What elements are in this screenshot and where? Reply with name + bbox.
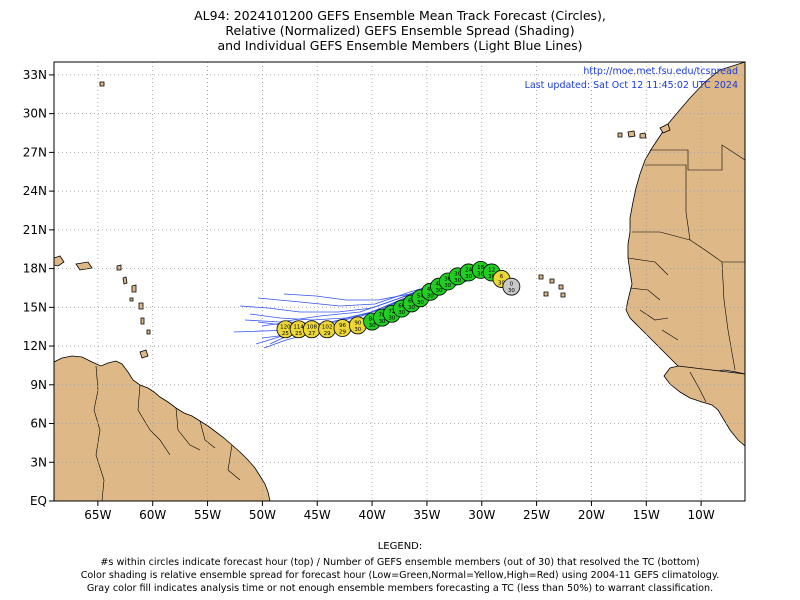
forecast-hour: 120 — [280, 324, 291, 330]
forecast-hour: 18 — [477, 265, 484, 271]
lon-tick-label: 10W — [688, 508, 715, 522]
legend-line-2: Color shading is relative ensemble sprea… — [80, 570, 720, 581]
member-count: 29 — [324, 331, 331, 337]
lat-tick-label: 12N — [23, 339, 47, 353]
member-count: 30 — [369, 323, 376, 329]
legend-line-1: #s within circles indicate forecast hour… — [100, 557, 700, 568]
lesser-antilles — [54, 81, 151, 335]
forecast-hour: 108 — [307, 324, 318, 330]
member-count: 30 — [388, 315, 395, 321]
longitude-axis: 65W 60W 55W 50W 45W 40W 35W 30W 25W 20W 15W 10W — [84, 501, 715, 522]
member-count: 30 — [508, 288, 515, 294]
member-count: 30 — [378, 319, 385, 325]
legend-line-3: Gray color fill indicates analysis time … — [86, 583, 714, 594]
member-count: 30 — [454, 278, 461, 284]
trinidad-island — [139, 349, 149, 359]
lon-tick-label: 30W — [468, 508, 495, 522]
lat-tick-label: 27N — [23, 145, 47, 159]
forecast-hour: 36 — [444, 277, 451, 283]
lon-tick-label: 20W — [578, 508, 605, 522]
forecast-hour: 90 — [354, 320, 361, 326]
forecast-hour: 78 — [378, 313, 385, 319]
lon-tick-label: 35W — [413, 508, 440, 522]
member-count: 30 — [408, 305, 415, 311]
member-count: 29 — [339, 329, 346, 335]
mean-track: 1202511425108271022996299030843078307230… — [276, 260, 521, 339]
forecast-hour: 72 — [388, 309, 395, 315]
member-count: 30 — [488, 274, 495, 280]
member-count: 30 — [465, 274, 472, 280]
gulf-of-guinea-coast — [663, 365, 745, 447]
member-count: 30 — [498, 280, 505, 286]
forecast-hour: 96 — [339, 323, 346, 329]
forecast-hour: 54 — [417, 293, 424, 299]
forecast-hour: 66 — [398, 304, 405, 310]
lat-tick-label: 33N — [23, 68, 47, 82]
lon-tick-label: 65W — [84, 508, 111, 522]
lon-tick-label: 60W — [139, 508, 166, 522]
member-count: 30 — [477, 271, 484, 277]
forecast-hour: 84 — [369, 317, 376, 323]
forecast-hour: 30 — [454, 271, 461, 277]
forecast-hour: 6 — [500, 274, 504, 280]
forecast-hour: 12 — [488, 267, 495, 273]
lat-tick-label: 18N — [23, 262, 47, 276]
member-count: 30 — [435, 288, 442, 294]
lon-tick-label: 40W — [359, 508, 386, 522]
last-updated: Last updated: Sat Oct 12 11:45:02 UTC 20… — [524, 80, 738, 91]
member-count: 25 — [295, 331, 302, 337]
member-count: 30 — [354, 327, 361, 333]
forecast-hour: 24 — [465, 267, 472, 273]
lat-tick-label: 21N — [23, 223, 47, 237]
forecast-hour: 48 — [427, 287, 434, 293]
track-point: 030 — [502, 277, 521, 296]
member-count: 30 — [398, 310, 405, 316]
forecast-hour: 42 — [435, 282, 442, 288]
forecast-hour: 60 — [408, 298, 415, 304]
south-america-borders — [93, 365, 241, 501]
lon-tick-label: 50W — [249, 508, 276, 522]
africa-borders — [627, 144, 745, 403]
lat-tick-label: 9N — [30, 378, 47, 392]
member-count: 27 — [308, 331, 315, 337]
lon-tick-label: 55W — [194, 508, 221, 522]
forecast-hour: 0 — [510, 282, 514, 288]
source-url: http://moe.met.fsu.edu/tcspread — [583, 66, 738, 77]
legend-heading: LEGEND: — [377, 541, 423, 552]
forecast-hour: 114 — [293, 324, 304, 330]
lon-tick-label: 15W — [633, 508, 660, 522]
member-count: 25 — [282, 331, 289, 337]
lon-tick-label: 25W — [523, 508, 550, 522]
land-layer — [54, 62, 745, 501]
latitude-axis: 33N 30N 27N 24N 21N 18N 15N 12N 9N 6N 3N EQ — [23, 68, 54, 508]
member-count: 30 — [427, 293, 434, 299]
member-count: 30 — [417, 300, 424, 306]
map-frame — [53, 61, 746, 502]
lat-tick-label: 3N — [30, 455, 47, 469]
lat-tick-label: 6N — [30, 417, 47, 431]
title-line-3: and Individual GEFS Ensemble Members (Li… — [217, 38, 583, 53]
lat-tick-label: 30N — [23, 107, 47, 121]
member-count: 30 — [444, 283, 451, 289]
lon-tick-label: 45W — [304, 508, 331, 522]
lat-tick-label: EQ — [30, 494, 47, 508]
cape-verde-islands — [538, 274, 566, 298]
lat-tick-label: 24N — [23, 184, 47, 198]
title-line-1: AL94: 2024101200 GEFS Ensemble Mean Trac… — [194, 8, 606, 23]
lat-tick-label: 15N — [23, 300, 47, 314]
forecast-hour: 102 — [322, 324, 333, 330]
track-circle — [502, 277, 521, 296]
title-line-2: Relative (Normalized) GEFS Ensemble Spre… — [225, 23, 575, 38]
canary-islands — [617, 123, 671, 139]
